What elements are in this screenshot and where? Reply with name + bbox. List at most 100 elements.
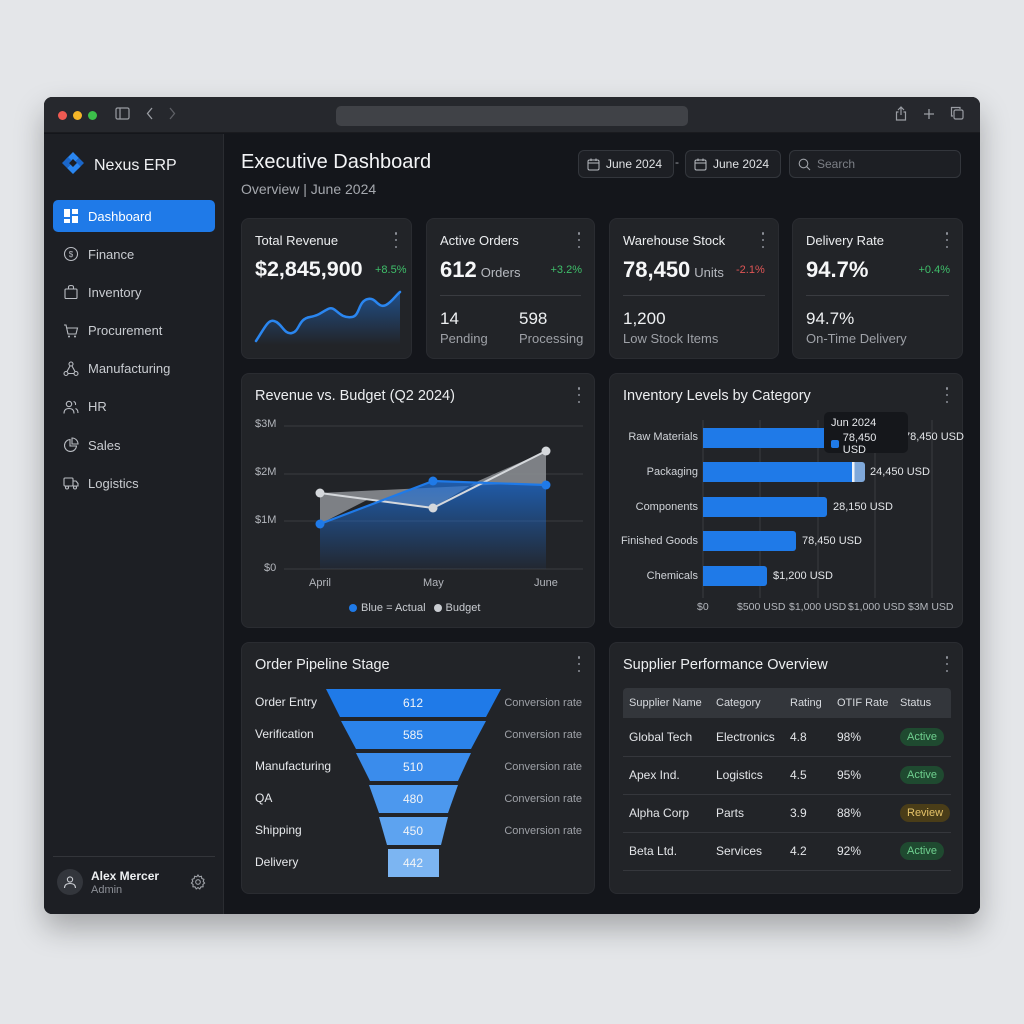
sidebar-item-logistics[interactable]: Logistics: [53, 467, 215, 499]
low-stock-count: 1,200: [623, 309, 666, 328]
conversion-label: Conversion rate: [504, 825, 582, 837]
tabs-overview-icon[interactable]: [950, 106, 964, 124]
status-badge: Active: [900, 766, 944, 784]
inventory-levels-card: Inventory Levels by Category Raw Materia…: [609, 373, 964, 628]
maximize-window-button[interactable]: [88, 111, 97, 120]
chart-title: Inventory Levels by Category: [623, 388, 811, 404]
settings-gear-icon[interactable]: [190, 874, 206, 895]
sidebar-item-manufacturing[interactable]: Manufacturing: [53, 353, 215, 385]
x-tick: May: [423, 577, 444, 589]
more-options-icon[interactable]: [760, 232, 766, 248]
x-tick: $1,000 USD: [848, 601, 906, 613]
more-options-icon[interactable]: [576, 387, 582, 403]
sidebar-item-dashboard[interactable]: Dashboard: [53, 200, 215, 232]
supplier-rating: 3.9: [784, 794, 831, 833]
user-icon: [63, 876, 77, 889]
bar-category: Raw Materials: [628, 431, 698, 443]
revenue-line-chart: [284, 425, 583, 570]
column-header[interactable]: Rating: [784, 688, 831, 718]
bar-packaging[interactable]: [703, 462, 865, 482]
supplier-name: Global Tech: [623, 718, 710, 757]
stage-label: Order Entry: [255, 695, 318, 709]
forward-icon[interactable]: [168, 106, 176, 124]
address-bar[interactable]: [336, 106, 688, 126]
legend-item-actual[interactable]: Blue = Actual: [349, 602, 426, 614]
x-tick: June: [534, 577, 558, 589]
stage-label: Shipping: [255, 823, 302, 837]
conversion-label: Conversion rate: [504, 729, 582, 741]
page-title: Executive Dashboard: [241, 151, 432, 173]
search-box[interactable]: [789, 150, 961, 178]
stage-value: 510: [402, 760, 424, 774]
sidebar-item-label: Sales: [88, 437, 121, 453]
minimize-window-button[interactable]: [73, 111, 82, 120]
sidebar-item-label: Dashboard: [88, 208, 152, 224]
back-icon[interactable]: [146, 106, 154, 124]
table-row[interactable]: Beta Ltd. Services 4.2 92% Active: [623, 832, 951, 871]
logo-icon: [60, 150, 86, 181]
more-options-icon[interactable]: [393, 232, 399, 248]
brand-name: Nexus ERP: [94, 156, 177, 174]
bar-finished-goods[interactable]: [703, 531, 796, 551]
bar-value-label: 78,450 USD: [904, 431, 964, 443]
nodes-icon: [63, 361, 79, 376]
bar-raw-materials[interactable]: [703, 428, 831, 448]
table-row[interactable]: Apex Ind. Logistics 4.5 95% Active: [623, 756, 951, 795]
sidebar-item-label: Inventory: [88, 284, 142, 300]
bar-chemicals[interactable]: [703, 566, 767, 586]
more-options-icon[interactable]: [944, 656, 950, 672]
dollar-icon: $: [63, 247, 79, 262]
supplier-table: Supplier Name Category Rating OTIF Rate …: [623, 688, 951, 871]
more-options-icon[interactable]: [944, 232, 950, 248]
pipeline-funnel: [326, 689, 501, 877]
user-role: Admin: [91, 884, 123, 896]
supplier-category: Electronics: [710, 718, 784, 757]
supplier-category: Services: [710, 832, 784, 871]
sidebar-item-hr[interactable]: HR: [53, 391, 215, 423]
table-header-row: Supplier Name Category Rating OTIF Rate …: [623, 688, 951, 718]
conversion-label: Conversion rate: [504, 761, 582, 773]
user-profile[interactable]: Alex Mercer Admin: [53, 856, 215, 912]
stage-label: Delivery: [255, 855, 299, 869]
bar-components[interactable]: [703, 497, 827, 517]
table-row[interactable]: Alpha Corp Parts 3.9 88% Review: [623, 794, 951, 833]
sidebar-item-inventory[interactable]: Inventory: [53, 276, 215, 308]
table-row[interactable]: Global Tech Electronics 4.8 98% Active: [623, 718, 951, 757]
avatar[interactable]: [57, 869, 83, 895]
more-options-icon[interactable]: [944, 387, 950, 403]
kpi-value: 612 Orders: [440, 257, 521, 282]
column-header[interactable]: Supplier Name: [623, 688, 710, 718]
more-options-icon[interactable]: [576, 232, 582, 248]
sidebar-nav: Dashboard $ Finance Inventory Procuremen…: [53, 200, 215, 506]
date-to-label: June 2024: [713, 157, 770, 171]
sidebar-item-procurement[interactable]: Procurement: [53, 315, 215, 347]
stage-value: 480: [402, 792, 424, 806]
svg-text:$: $: [69, 250, 74, 259]
sidebar-item-sales[interactable]: Sales: [53, 429, 215, 461]
column-header[interactable]: Status: [894, 688, 951, 718]
legend-item-budget[interactable]: Budget: [433, 602, 480, 614]
supplier-otif: 95%: [831, 756, 894, 795]
new-tab-icon[interactable]: [923, 106, 935, 124]
more-options-icon[interactable]: [576, 656, 582, 672]
conversion-label: Conversion rate: [504, 697, 582, 709]
close-window-button[interactable]: [58, 111, 67, 120]
search-icon: [798, 158, 811, 170]
pending-label: Pending: [440, 331, 488, 346]
sidebar-item-finance[interactable]: $ Finance: [53, 238, 215, 270]
sidebar-toggle-icon[interactable]: [115, 106, 130, 124]
column-header[interactable]: Category: [710, 688, 784, 718]
x-tick: April: [309, 577, 332, 589]
column-header[interactable]: OTIF Rate: [831, 688, 894, 718]
search-input[interactable]: [817, 157, 957, 171]
kpi-delta: +0.4%: [918, 264, 951, 276]
brand[interactable]: Nexus ERP: [60, 150, 177, 181]
sidebar-item-label: Logistics: [88, 475, 139, 491]
date-range-separator: -: [675, 155, 679, 169]
supplier-otif: 92%: [831, 832, 894, 871]
date-to-picker[interactable]: June 2024: [685, 150, 781, 178]
sidebar-item-label: HR: [88, 399, 107, 415]
share-icon[interactable]: [895, 106, 907, 125]
on-time-label: On-Time Delivery: [806, 331, 907, 346]
date-from-picker[interactable]: June 2024: [578, 150, 674, 178]
